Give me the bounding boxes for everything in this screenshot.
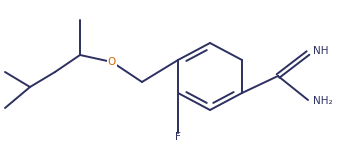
Text: O: O (108, 57, 116, 67)
Text: NH: NH (313, 46, 328, 56)
Text: NH₂: NH₂ (313, 96, 333, 106)
Text: F: F (175, 132, 181, 142)
